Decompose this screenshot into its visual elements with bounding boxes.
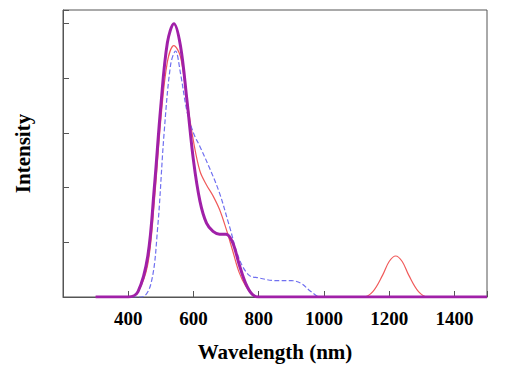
svg-text:Wavelength (nm): Wavelength (nm) [198, 340, 353, 364]
svg-text:400: 400 [114, 308, 143, 329]
svg-text:1000: 1000 [305, 308, 343, 329]
svg-text:1400: 1400 [435, 308, 473, 329]
svg-text:Intensity: Intensity [11, 113, 35, 193]
svg-text:800: 800 [244, 308, 273, 329]
svg-text:1200: 1200 [370, 308, 408, 329]
svg-text:600: 600 [179, 308, 208, 329]
